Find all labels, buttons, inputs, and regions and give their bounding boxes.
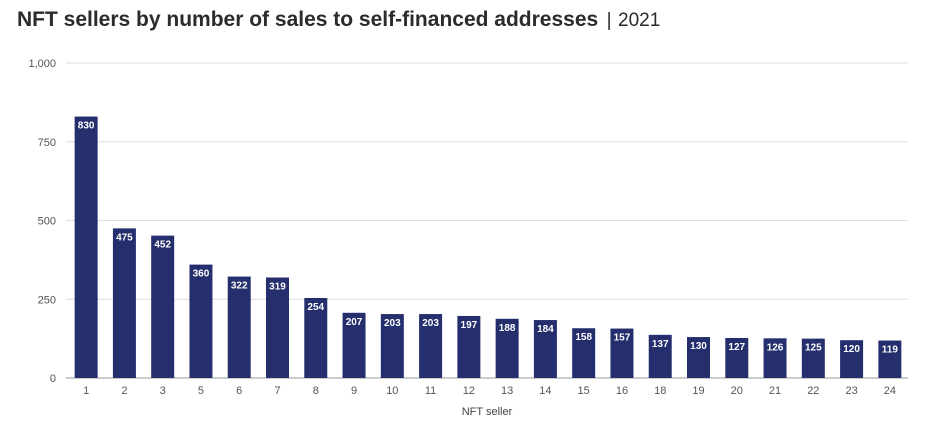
data-label: 207 <box>346 317 363 328</box>
bar <box>74 116 98 379</box>
x-tick-label: 5 <box>198 385 204 397</box>
x-tick-label: 15 <box>578 385 590 397</box>
x-tick-label: 1 <box>83 385 89 397</box>
x-tick-label: 14 <box>539 385 551 397</box>
bar <box>495 318 519 378</box>
x-tick-label: 21 <box>769 385 781 397</box>
y-tick-label: 750 <box>38 137 56 149</box>
bar <box>419 314 443 378</box>
x-tick-label: 13 <box>501 385 513 397</box>
bar <box>572 328 596 378</box>
data-label: 254 <box>307 302 324 313</box>
data-label: 130 <box>690 341 707 352</box>
x-tick-label: 24 <box>884 385 896 397</box>
data-label: 203 <box>422 318 439 329</box>
bar <box>227 276 251 378</box>
x-tick-label: 18 <box>654 385 666 397</box>
data-label: 203 <box>384 318 401 329</box>
data-label: 197 <box>461 320 478 331</box>
x-tick-label: 20 <box>731 385 743 397</box>
data-label: 120 <box>843 344 860 355</box>
data-label: 119 <box>882 345 899 356</box>
y-tick-label: 500 <box>38 216 56 228</box>
data-label: 188 <box>499 323 516 334</box>
data-label: 830 <box>78 121 95 132</box>
x-tick-label: 12 <box>463 385 475 397</box>
bar <box>304 297 328 378</box>
x-tick-label: 22 <box>807 385 819 397</box>
data-label: 158 <box>575 332 592 343</box>
data-label: 157 <box>614 333 631 344</box>
data-label: 184 <box>537 324 554 335</box>
y-tick-label: 250 <box>38 294 56 306</box>
data-label: 125 <box>805 343 822 354</box>
bar <box>151 235 175 378</box>
x-tick-label: 9 <box>351 385 357 397</box>
x-tick-label: 11 <box>425 385 436 397</box>
bar <box>380 314 404 378</box>
bar <box>266 277 289 378</box>
x-tick-label: 6 <box>236 385 242 397</box>
x-tick-label: 7 <box>274 385 280 397</box>
data-label: 360 <box>193 269 210 280</box>
bar <box>189 264 213 378</box>
bar <box>533 320 557 378</box>
x-tick-label: 10 <box>386 385 398 397</box>
bar <box>840 340 864 378</box>
bar <box>457 315 481 378</box>
x-axis-title: NFT seller <box>462 406 513 418</box>
x-tick-label: 3 <box>160 385 166 397</box>
data-label: 452 <box>154 240 171 251</box>
data-label: 322 <box>231 281 248 292</box>
bar <box>112 228 136 378</box>
bar <box>725 337 749 378</box>
data-label: 126 <box>767 342 784 353</box>
data-label: 137 <box>652 339 669 350</box>
chart-title-row: NFT sellers by number of sales to self-f… <box>17 8 660 32</box>
title-separator: | <box>606 10 612 31</box>
bar <box>801 338 825 378</box>
bar <box>878 340 902 378</box>
x-tick-label: 23 <box>845 385 857 397</box>
bar <box>610 328 634 378</box>
x-tick-label: 2 <box>121 385 127 397</box>
bar <box>648 334 672 378</box>
bar <box>763 338 787 378</box>
data-label: 127 <box>728 342 745 353</box>
bar <box>687 337 710 378</box>
x-tick-label: 19 <box>692 385 704 397</box>
chart-subtitle-year: 2021 <box>618 10 661 31</box>
x-tick-label: 8 <box>313 385 319 397</box>
data-label: 319 <box>269 282 286 293</box>
data-label: 475 <box>116 232 133 243</box>
y-tick-label: 1,000 <box>28 58 56 70</box>
y-tick-label: 0 <box>50 373 56 385</box>
chart-title: NFT sellers by number of sales to self-f… <box>17 8 599 31</box>
x-tick-label: 16 <box>616 385 628 397</box>
bar <box>342 312 366 378</box>
